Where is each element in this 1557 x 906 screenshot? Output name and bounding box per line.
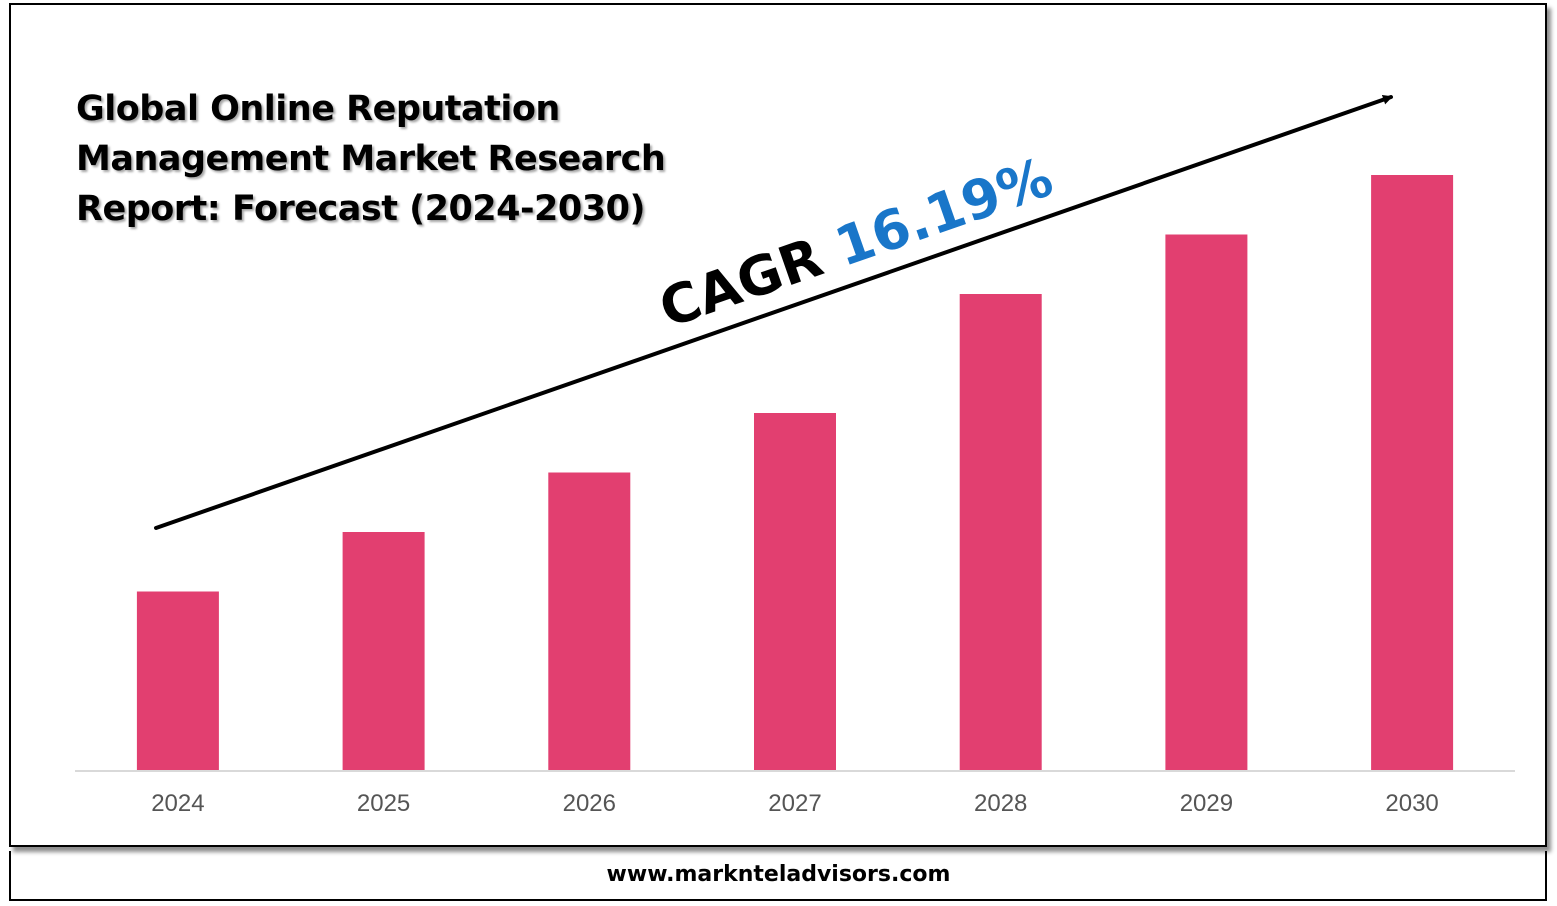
bar-2025 (342, 532, 425, 770)
bar-2028 (959, 294, 1042, 770)
bar-2027 (754, 413, 836, 770)
chart-title: Global Online Reputation Management Mark… (76, 89, 666, 229)
website-url: www.marknteladvisors.com (606, 862, 951, 887)
bar-2029 (1165, 234, 1248, 770)
footer-frame (9, 851, 1547, 901)
x-tick-label-2027: 2027 (768, 790, 821, 817)
x-tick-labels: 2024 2025 2026 2027 2028 2029 2030 (151, 790, 1439, 817)
x-tick-label-2029: 2029 (1180, 790, 1233, 817)
x-tick-label-2030: 2030 (1385, 790, 1438, 817)
x-tick-label-2025: 2025 (357, 790, 410, 817)
bar-2030 (1371, 175, 1454, 770)
trend-arrow (154, 94, 1393, 530)
x-tick-label-2028: 2028 (974, 790, 1027, 817)
x-tick-label-2026: 2026 (563, 790, 616, 817)
bars-group (136, 175, 1454, 770)
bar-2026 (548, 472, 631, 770)
cagr-value: 16.19% (827, 145, 1060, 279)
bar-2024 (136, 591, 219, 770)
x-tick-label-2024: 2024 (151, 790, 204, 817)
